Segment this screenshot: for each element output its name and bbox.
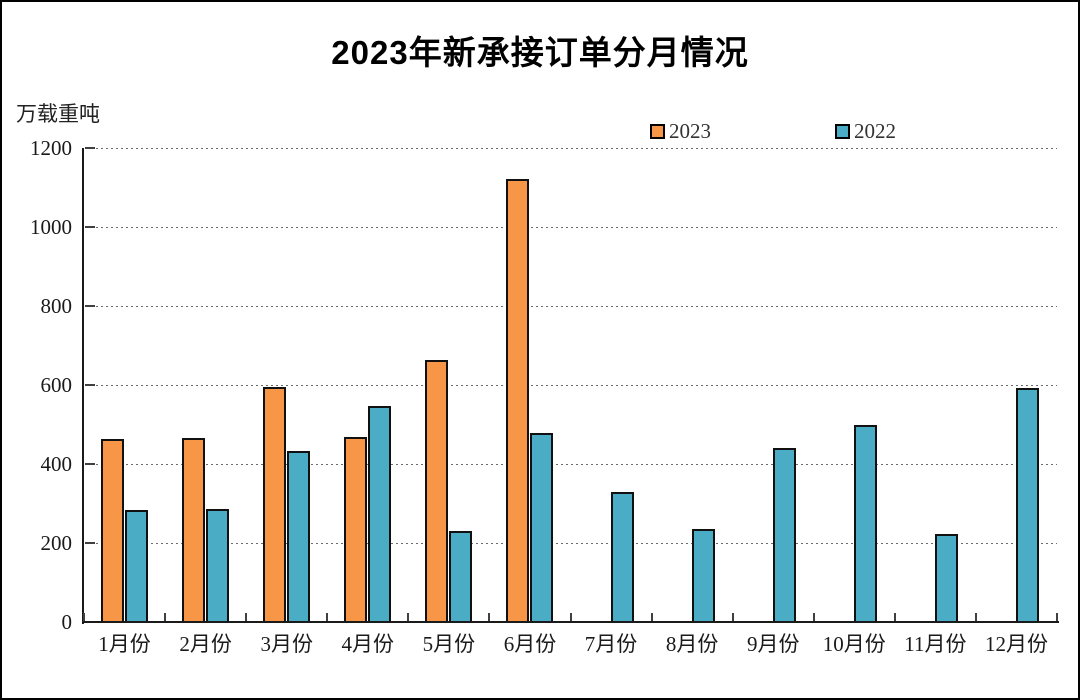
x-axis-tick-11 xyxy=(974,613,977,621)
legend-swatch-2022 xyxy=(835,124,850,139)
x-tick-label-3月份: 3月份 xyxy=(260,632,313,656)
bar-2022-6月份 xyxy=(529,433,553,621)
y-axis-line xyxy=(82,148,84,624)
y-axis-unit-label: 万载重吨 xyxy=(16,103,100,126)
x-axis-tick-10 xyxy=(893,613,896,621)
x-tick-label-2月份: 2月份 xyxy=(179,632,232,656)
x-axis-tick-9 xyxy=(812,613,815,621)
bar-2023-5月份 xyxy=(424,360,448,621)
bar-2022-9月份 xyxy=(773,448,797,621)
chart-title: 2023年新承接订单分月情况 xyxy=(331,34,749,71)
bar-2023-2月份 xyxy=(181,438,205,621)
x-axis-tick-1 xyxy=(164,613,167,621)
legend-label-2023: 2023 xyxy=(669,119,711,143)
y-tick-label-1000: 1000 xyxy=(30,215,72,239)
x-axis-tick-12 xyxy=(1056,613,1058,621)
bar-2022-7月份 xyxy=(611,492,635,621)
y-axis-tick-800 xyxy=(85,305,95,307)
x-axis-line xyxy=(82,621,1059,623)
x-tick-label-11月份: 11月份 xyxy=(904,632,967,656)
gridline-1200 xyxy=(86,147,1057,149)
x-tick-label-5月份: 5月份 xyxy=(422,632,476,656)
legend-item-2022: 2022 xyxy=(835,121,896,142)
bar-2023-1月份 xyxy=(100,439,124,621)
x-tick-label-4月份: 4月份 xyxy=(341,632,395,656)
x-axis-tick-2 xyxy=(245,613,248,621)
x-axis-tick-6 xyxy=(569,613,572,621)
gridline-600 xyxy=(86,384,1057,386)
x-axis-tick-5 xyxy=(488,613,491,621)
x-tick-label-10月份: 10月份 xyxy=(822,632,886,656)
x-axis-tick-8 xyxy=(731,613,734,621)
legend-item-2023: 2023 xyxy=(650,121,711,142)
x-axis-tick-0 xyxy=(83,613,85,621)
bar-2022-12月份 xyxy=(1016,388,1040,621)
x-tick-label-1月份: 1月份 xyxy=(98,632,151,656)
y-tick-label-800: 800 xyxy=(40,294,73,318)
bar-2022-4月份 xyxy=(367,406,391,621)
y-tick-label-400: 400 xyxy=(40,452,73,476)
bar-2023-6月份 xyxy=(505,179,529,621)
bar-2023-3月份 xyxy=(262,387,286,621)
x-axis-tick-7 xyxy=(650,613,653,621)
x-tick-label-9月份: 9月份 xyxy=(746,632,800,656)
bar-2022-10月份 xyxy=(854,425,878,621)
y-tick-label-0: 0 xyxy=(61,610,73,634)
y-tick-label-200: 200 xyxy=(40,531,73,555)
x-axis-tick-3 xyxy=(326,613,329,621)
bar-2022-3月份 xyxy=(286,451,310,621)
bar-2022-5月份 xyxy=(448,531,472,621)
y-tick-label-1200: 1200 xyxy=(30,136,72,160)
y-axis-tick-600 xyxy=(85,384,95,386)
bar-2022-11月份 xyxy=(935,534,959,621)
x-tick-label-8月份: 8月份 xyxy=(665,632,719,656)
x-tick-label-12月份: 12月份 xyxy=(984,632,1048,656)
gridline-800 xyxy=(86,305,1057,307)
y-axis-tick-400 xyxy=(85,463,95,465)
bar-2023-4月份 xyxy=(343,437,367,621)
y-axis-tick-1200 xyxy=(85,147,95,149)
bar-2022-1月份 xyxy=(124,510,148,621)
legend-swatch-2023 xyxy=(650,124,665,139)
gridline-200 xyxy=(86,542,1057,544)
legend-label-2022: 2022 xyxy=(854,119,896,143)
legend: 2023 2022 xyxy=(650,121,896,142)
gridline-1000 xyxy=(86,226,1057,228)
y-axis-tick-1000 xyxy=(85,226,95,228)
y-tick-label-600: 600 xyxy=(40,373,73,397)
y-axis-tick-200 xyxy=(85,542,95,544)
bar-2022-2月份 xyxy=(205,509,229,621)
x-tick-label-6月份: 6月份 xyxy=(503,632,557,656)
bar-2022-8月份 xyxy=(692,529,716,621)
x-axis-tick-4 xyxy=(407,613,410,621)
x-tick-label-7月份: 7月份 xyxy=(584,632,638,656)
gridline-400 xyxy=(86,463,1057,465)
